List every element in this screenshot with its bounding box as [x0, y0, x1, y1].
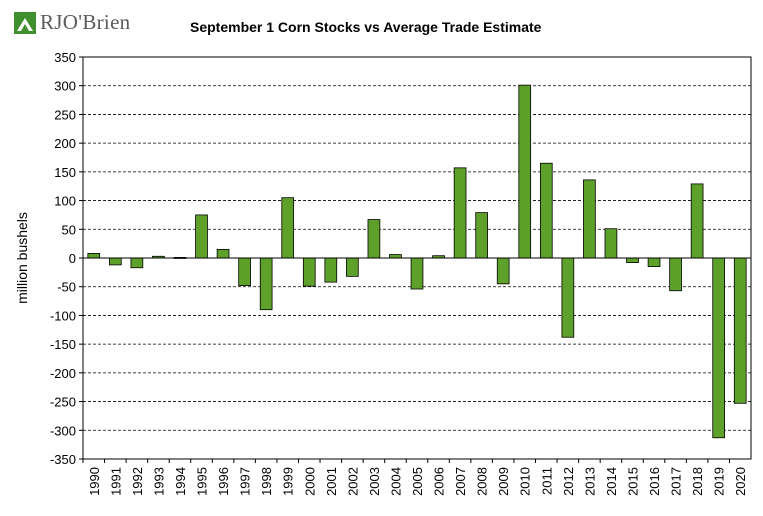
- bar-1992: [130, 257, 144, 269]
- bar-2005: [410, 257, 424, 290]
- bar-2020: [733, 257, 747, 404]
- bar-2014: [604, 228, 618, 259]
- bar-2008: [475, 212, 488, 259]
- y-tick-label: -300: [50, 423, 76, 438]
- y-tick-label: 150: [54, 165, 76, 180]
- bar-2007: [453, 167, 467, 259]
- x-tick-label: 2004: [388, 467, 403, 496]
- y-tick-label: -350: [50, 452, 76, 467]
- x-tick-label: 1990: [87, 467, 102, 496]
- rjobrien-logo-icon: [14, 11, 36, 34]
- bar-2016: [647, 257, 661, 268]
- bar-1991: [108, 257, 122, 266]
- grid-lines: [83, 85, 751, 431]
- x-tick-label: 1994: [173, 467, 188, 496]
- logo-text: RJO'Brien: [40, 10, 131, 34]
- bar-2019: [712, 257, 726, 439]
- x-tick-label: 2005: [410, 467, 425, 496]
- y-tick-label: 100: [54, 194, 76, 209]
- bar-2003: [367, 219, 381, 259]
- bar-2017: [669, 257, 682, 292]
- x-tick-label: 1992: [130, 467, 145, 496]
- bar-1990: [87, 253, 101, 259]
- bar-2011: [539, 162, 553, 259]
- bar-2010: [518, 84, 532, 259]
- x-tick-label: 2009: [496, 467, 511, 496]
- y-tick-label: -150: [50, 337, 76, 352]
- x-tick-label: 2011: [539, 467, 554, 495]
- x-tick-label: 2001: [324, 467, 339, 496]
- bar-1998: [259, 257, 273, 311]
- rjobrien-logo: RJO'Brien: [14, 10, 130, 35]
- bar-1995: [195, 214, 208, 259]
- y-tick-label: -250: [50, 395, 76, 410]
- y-tick-label: 0: [69, 251, 76, 266]
- x-tick-label: 2003: [367, 467, 382, 496]
- x-tick-label: 2014: [604, 467, 619, 496]
- x-tick-label: 2002: [345, 467, 360, 496]
- x-tick-label: 1996: [216, 467, 231, 496]
- x-tick-label: 1999: [281, 467, 296, 496]
- x-tick-label: 2013: [582, 467, 597, 496]
- bar-2012: [561, 257, 575, 338]
- bar-2000: [302, 257, 316, 287]
- y-tick-label: 250: [54, 107, 76, 122]
- chart-title: September 1 Corn Stocks vs Average Trade…: [190, 19, 542, 35]
- x-tick-label: 1995: [195, 467, 210, 496]
- y-tick-label: 50: [62, 222, 76, 237]
- x-tick-label: 2007: [453, 467, 468, 496]
- y-tick-label: 200: [54, 136, 76, 151]
- x-tick-label: 2020: [733, 467, 748, 496]
- x-tick-label: 1997: [238, 467, 253, 496]
- bar-1996: [216, 248, 230, 259]
- bar-1997: [238, 257, 251, 286]
- x-tick-label: 1998: [259, 467, 274, 496]
- x-tick-label: 2017: [669, 467, 684, 496]
- x-tick-label: 2012: [561, 467, 576, 496]
- bar-1999: [281, 197, 295, 259]
- x-tick-label: 2008: [475, 467, 490, 496]
- y-tick-label: 300: [54, 79, 76, 94]
- x-tick-label: 2015: [625, 467, 640, 496]
- y-tick-label: -100: [50, 308, 76, 323]
- bar-2018: [690, 183, 704, 259]
- x-tick-label: 2010: [518, 467, 533, 496]
- bar-2013: [583, 179, 596, 259]
- y-tick-label: -50: [57, 280, 76, 295]
- y-axis-label: million bushels: [14, 212, 30, 304]
- y-tick-label: 350: [54, 50, 76, 65]
- bars: [87, 84, 747, 439]
- x-tick-label: 2006: [432, 467, 447, 496]
- axes: [79, 56, 752, 463]
- tick-labels: 350 300 250 200 150 100 50 0 -50 -100 -150 -200 -250…: [14, 50, 748, 496]
- y-tick-label: -200: [50, 366, 76, 381]
- bar-2002: [346, 257, 359, 277]
- bar-2009: [496, 257, 510, 285]
- x-tick-label: 1991: [108, 467, 123, 496]
- x-tick-label: 2000: [302, 467, 317, 496]
- bar-2004: [389, 254, 402, 259]
- bar-2015: [626, 257, 639, 263]
- x-tick-label: 1993: [151, 467, 166, 496]
- x-tick-label: 2019: [712, 467, 727, 496]
- x-tick-label: 2016: [647, 467, 662, 496]
- x-tick-label: 2018: [690, 467, 705, 496]
- bar-2001: [324, 257, 338, 283]
